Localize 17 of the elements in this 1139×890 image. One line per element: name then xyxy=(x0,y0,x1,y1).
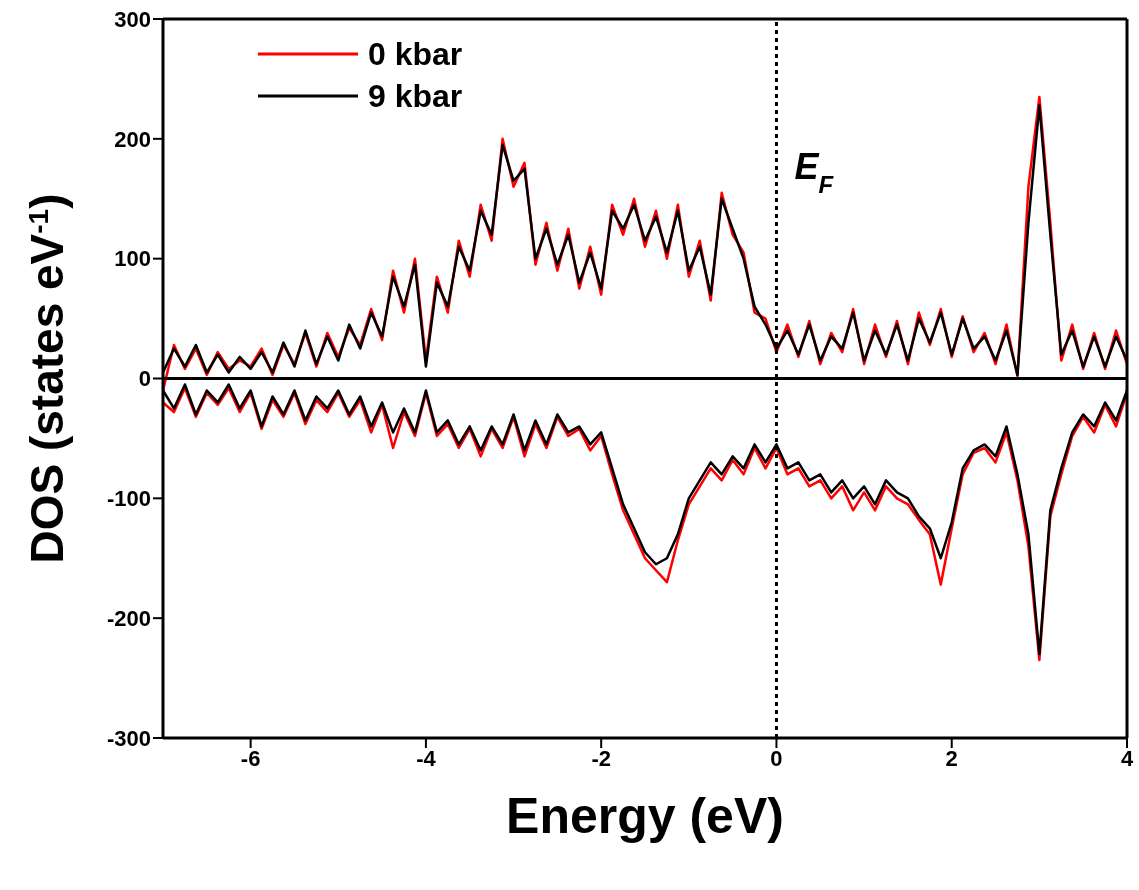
y-tick-label: 300 xyxy=(114,6,151,32)
x-tick-label: 0 xyxy=(770,745,783,771)
y-tick-label: -100 xyxy=(106,486,151,512)
y-tick-label: -300 xyxy=(106,725,151,751)
y-tick-label: 200 xyxy=(114,126,151,152)
x-tick-label: -6 xyxy=(240,745,261,771)
legend-label: 9 kbar xyxy=(368,77,463,115)
ref-line-label: E$_{F}$ xyxy=(794,146,835,198)
x-tick-label: 4 xyxy=(1120,745,1134,771)
y-tick-label: 0 xyxy=(138,366,151,392)
legend-label: 0 kbar xyxy=(368,35,463,73)
y-tick-label: -200 xyxy=(106,605,151,631)
x-tick-label: 2 xyxy=(945,745,958,771)
x-tick-label: -4 xyxy=(416,745,437,771)
x-axis-title: Energy (eV) xyxy=(506,788,784,844)
x-tick-label: -2 xyxy=(591,745,611,771)
y-tick-label: 100 xyxy=(114,246,151,272)
